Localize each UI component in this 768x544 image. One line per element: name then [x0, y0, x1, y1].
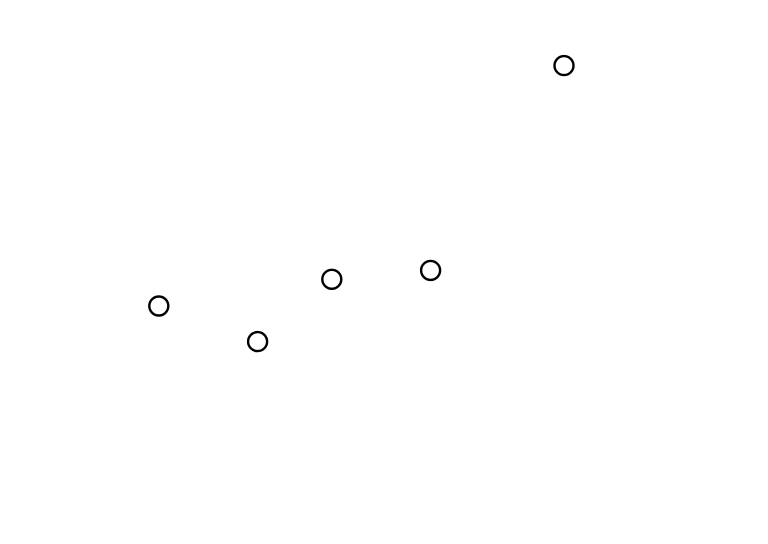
data-point-5	[555, 56, 574, 75]
data-point-1	[149, 297, 168, 316]
data-point-4	[421, 261, 440, 280]
data-point-3	[322, 270, 341, 289]
points-layer	[149, 56, 573, 351]
data-point-2	[248, 332, 267, 351]
